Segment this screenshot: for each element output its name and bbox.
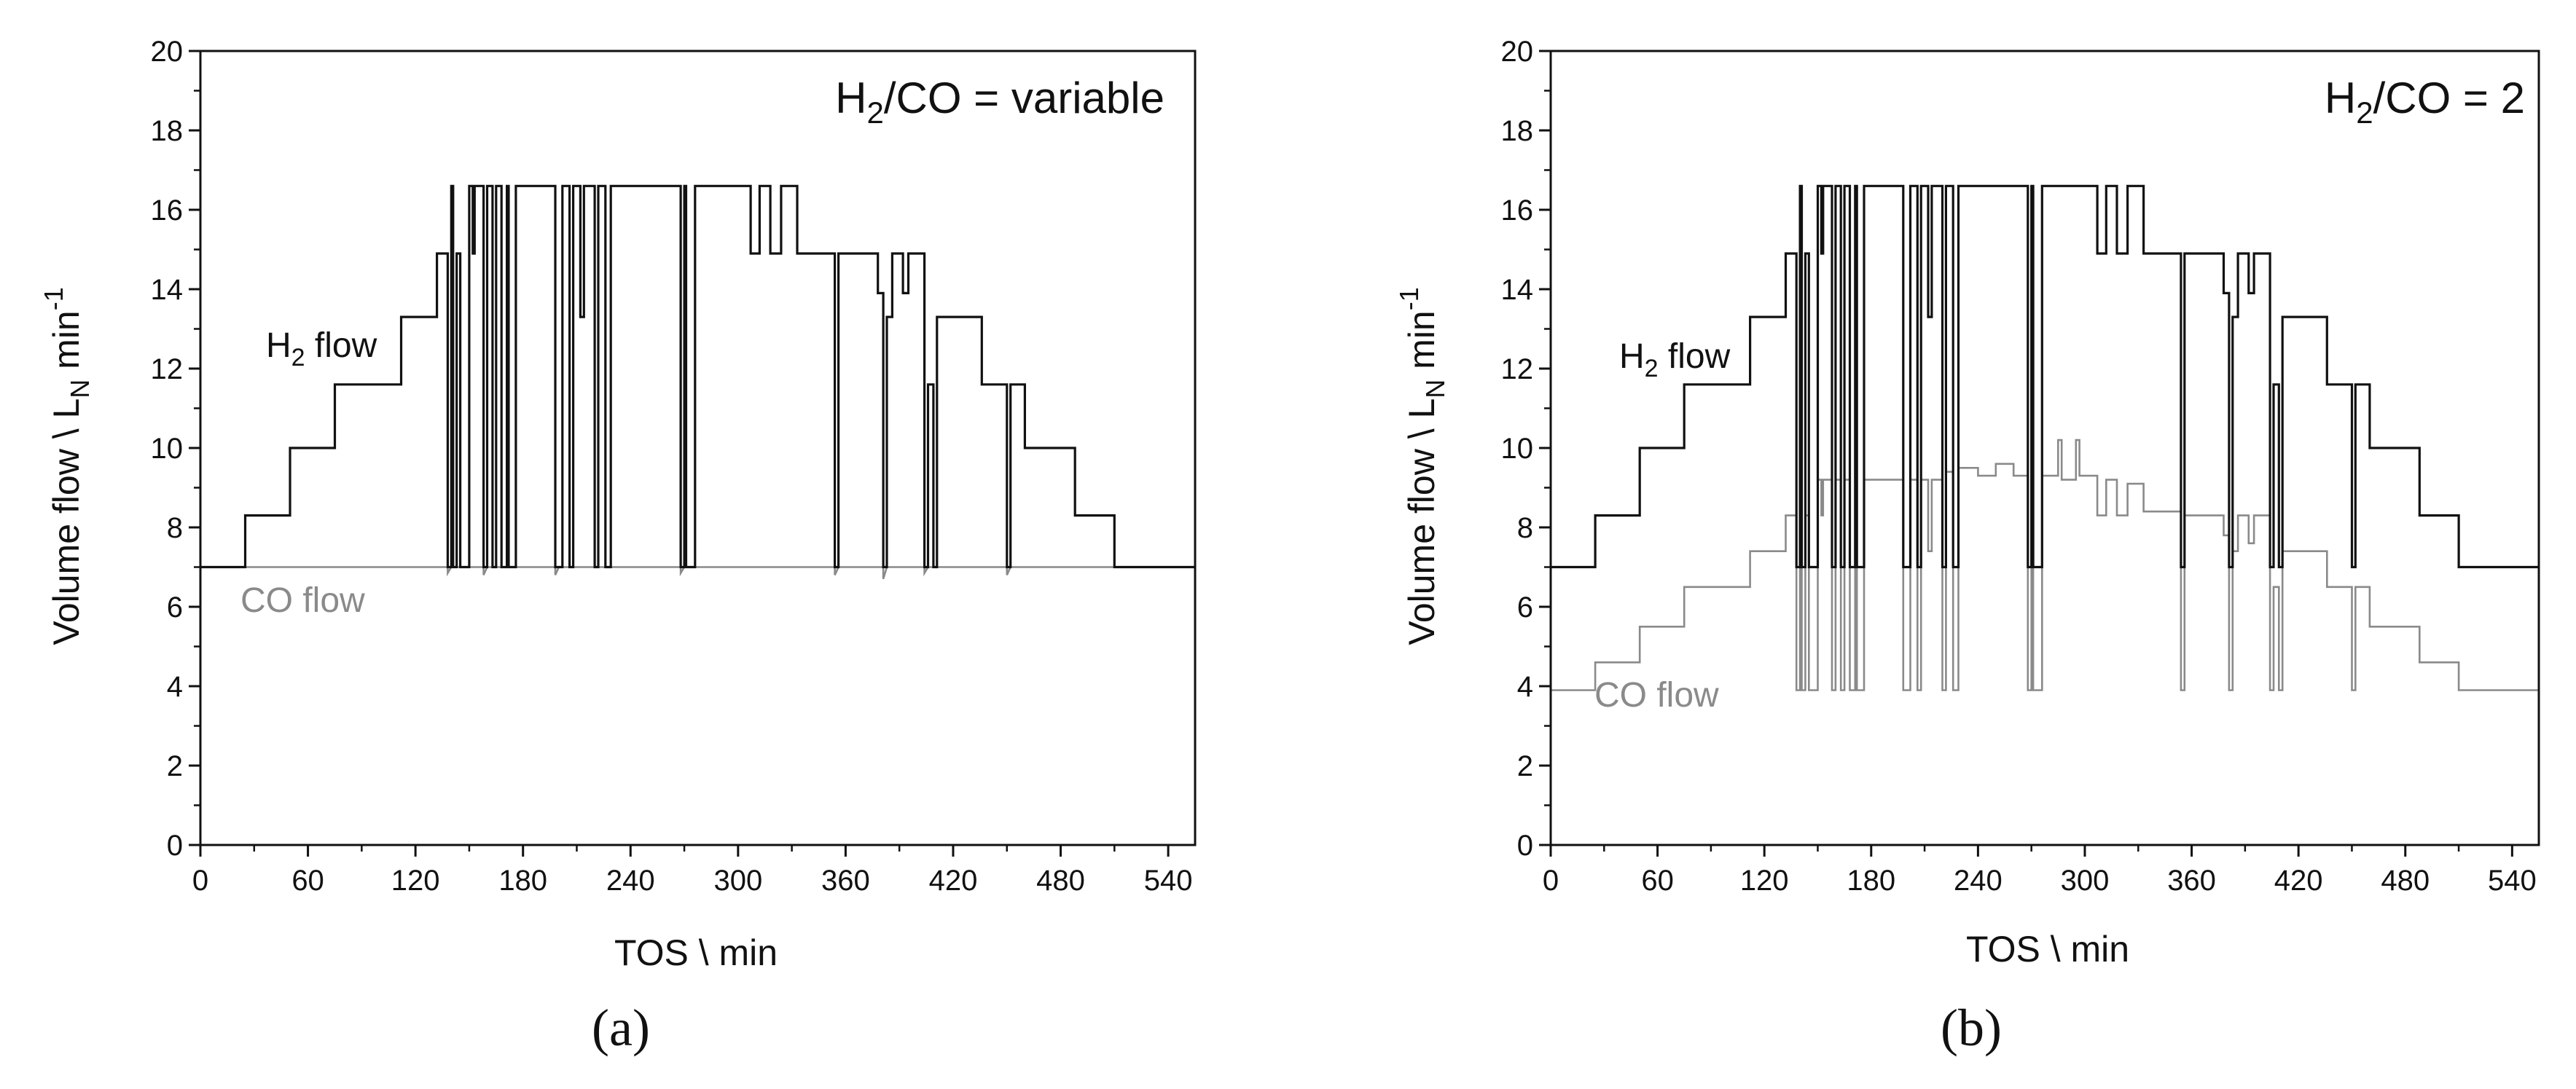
panel-b-y-tick-label: 6 bbox=[1517, 591, 1533, 624]
panel-a-x-tick-label: 300 bbox=[713, 865, 762, 897]
panel-b-y-tick-label: 12 bbox=[1501, 353, 1534, 385]
panel-b-x-tick-label: 480 bbox=[2381, 865, 2430, 897]
panel-b-h2-flow-line bbox=[1551, 184, 2539, 569]
panel-a-y-tick-label: 20 bbox=[151, 36, 184, 68]
panel-a-y-tick-label: 8 bbox=[167, 512, 183, 544]
panel-a-ticks: 0 60 120 180 240 300 360 420 480 540 0 2 4 6 8 10 12 14 16… bbox=[151, 36, 1193, 897]
panel-b-y-axis-title: Volume flow \ LN min-1 bbox=[1394, 287, 1450, 645]
panel-b-co-flow-line bbox=[1551, 439, 2539, 691]
panel-b-y-tick-label: 10 bbox=[1501, 433, 1534, 465]
panel-b-y-tick-label: 16 bbox=[1501, 194, 1534, 227]
panel-b-y-tick-label: 8 bbox=[1517, 512, 1533, 544]
panel-a-y-tick-label: 16 bbox=[151, 194, 184, 227]
panel-a-x-tick-label: 360 bbox=[821, 865, 870, 897]
panel-b-y-tick-label: 18 bbox=[1501, 115, 1534, 147]
panel-b-x-tick-label: 540 bbox=[2488, 865, 2537, 897]
panel-a-x-tick-label: 60 bbox=[291, 865, 324, 897]
panel-a-x-tick-label: 0 bbox=[192, 865, 208, 897]
panel-b-y-tick-label: 0 bbox=[1517, 830, 1533, 862]
panel-b-x-tick-label: 0 bbox=[1543, 865, 1559, 897]
panel-a-h2-flow-label: H2 flow bbox=[266, 326, 377, 371]
panel-a-chart: 0 60 120 180 240 300 360 420 480 540 0 2 4 6 8 10 12 14 16… bbox=[39, 36, 1197, 1057]
panel-b-ticks: 0 60 120 180 240 300 360 420 480 540 0 2 4 6 8 10 12 14 16… bbox=[1501, 36, 2537, 897]
panel-a-label: (a) bbox=[592, 999, 650, 1057]
panel-a-x-tick-label: 480 bbox=[1036, 865, 1085, 897]
panel-b-y-tick-label: 4 bbox=[1517, 671, 1533, 703]
panel-b-x-tick-label: 300 bbox=[2061, 865, 2110, 897]
panel-b-x-tick-label: 360 bbox=[2167, 865, 2216, 897]
panel-b-x-tick-label: 60 bbox=[1641, 865, 1674, 897]
panel-b-y-tick-label: 2 bbox=[1517, 750, 1533, 782]
panel-a-y-tick-label: 6 bbox=[167, 591, 183, 624]
panel-a-x-tick-label: 540 bbox=[1144, 865, 1193, 897]
panel-b-chart: 0 60 120 180 240 300 360 420 480 540 0 2 4 6 8 10 12 14 16… bbox=[1394, 36, 2540, 1057]
panel-b-y-tick-label: 14 bbox=[1501, 274, 1534, 306]
panel-a-x-axis-title: TOS \ min bbox=[614, 932, 778, 973]
panel-b-x-tick-label: 240 bbox=[1954, 865, 2003, 897]
panel-a-co-flow-label: CO flow bbox=[240, 581, 365, 620]
panel-a-y-tick-label: 10 bbox=[151, 433, 184, 465]
panel-b-ratio-annotation: H2/CO = 2 bbox=[2325, 74, 2525, 130]
panel-b-x-tick-label: 180 bbox=[1847, 865, 1895, 897]
panel-a-ratio-annotation: H2/CO = variable bbox=[835, 74, 1164, 130]
panel-a-h2-flow-line bbox=[200, 184, 1195, 569]
panel-a-y-tick-label: 18 bbox=[151, 115, 184, 147]
panel-a-y-axis-title: Volume flow \ LN min-1 bbox=[39, 287, 95, 645]
panel-a-x-tick-label: 120 bbox=[391, 865, 440, 897]
panel-a-y-tick-label: 12 bbox=[151, 353, 184, 385]
panel-b-co-flow-label: CO flow bbox=[1594, 676, 1719, 715]
panel-a-x-tick-label: 420 bbox=[929, 865, 978, 897]
panel-a-series bbox=[200, 184, 1195, 580]
panel-b-y-tick-label: 20 bbox=[1501, 36, 1534, 68]
panel-b-x-tick-label: 120 bbox=[1740, 865, 1789, 897]
panel-a-x-tick-label: 180 bbox=[498, 865, 547, 897]
panel-b-series bbox=[1551, 184, 2539, 691]
panel-b-label: (b) bbox=[1941, 999, 2002, 1057]
panel-a-y-tick-label: 2 bbox=[167, 750, 183, 782]
panel-a-y-tick-label: 4 bbox=[167, 671, 183, 703]
panel-b-h2-flow-label: H2 flow bbox=[1619, 337, 1731, 382]
panel-a-y-tick-label: 14 bbox=[151, 274, 184, 306]
panel-b-x-axis-title: TOS \ min bbox=[1966, 929, 2129, 970]
panel-a-x-tick-label: 240 bbox=[606, 865, 655, 897]
panel-a-y-tick-label: 0 bbox=[167, 830, 183, 862]
panel-b-x-tick-label: 420 bbox=[2274, 865, 2323, 897]
